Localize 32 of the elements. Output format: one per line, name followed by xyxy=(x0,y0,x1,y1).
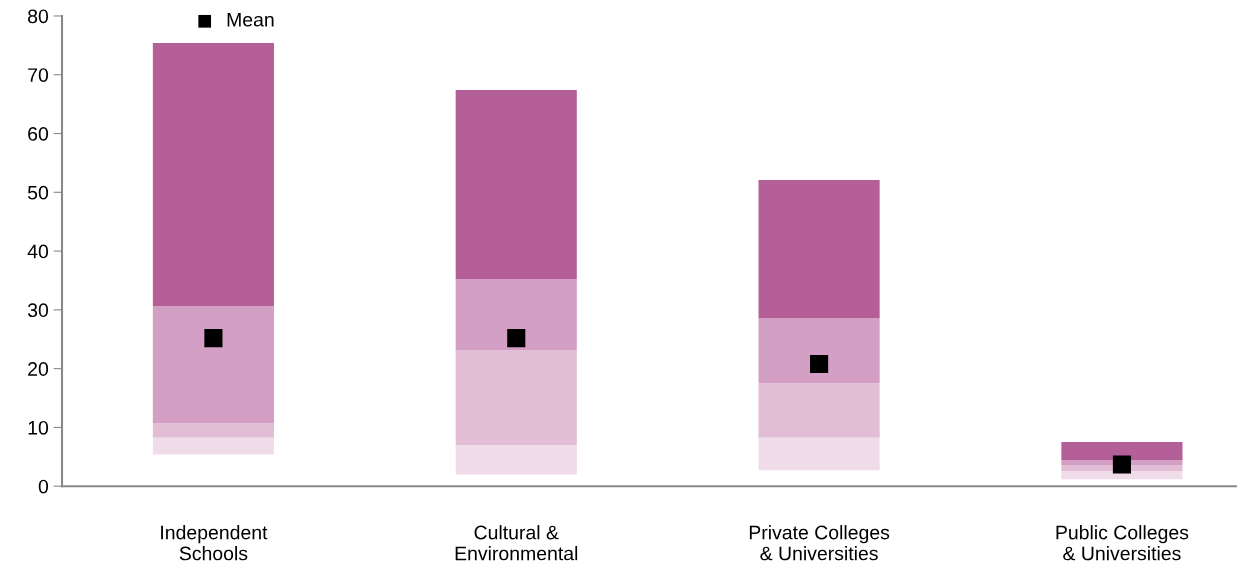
bar xyxy=(758,437,880,471)
bar xyxy=(455,350,577,446)
x-tick-label: Cultural & Environmental xyxy=(455,525,578,561)
bar xyxy=(152,423,274,438)
bar xyxy=(152,43,274,307)
bar xyxy=(455,445,577,475)
bar xyxy=(758,318,880,384)
y-tick-label: 0 xyxy=(38,479,49,494)
bar xyxy=(758,383,880,438)
y-tick-label: 70 xyxy=(28,68,49,82)
y-tick-label: 50 xyxy=(27,185,49,200)
point xyxy=(204,329,223,348)
x-tick-label: Independent Schools xyxy=(161,525,268,561)
x-tick-label: Private Colleges & Universities xyxy=(749,525,890,561)
x-tick-label: Public Colleges & Universities xyxy=(1056,525,1189,561)
bar xyxy=(1061,470,1183,480)
y-tick-label: 80 xyxy=(28,9,49,24)
y-tick-label: 30 xyxy=(27,303,49,318)
bar xyxy=(152,306,274,424)
bar xyxy=(455,90,577,280)
y-tick-label: 20 xyxy=(28,362,49,376)
bar xyxy=(455,279,577,351)
y-tick-label: 60 xyxy=(28,126,49,141)
bar xyxy=(758,179,880,319)
y-tick-label: 40 xyxy=(27,244,49,259)
point xyxy=(810,354,829,373)
point xyxy=(507,329,526,348)
legend-label: Mean xyxy=(227,13,274,27)
y-tick-label: 10 xyxy=(28,420,49,435)
point xyxy=(1112,455,1131,474)
bar xyxy=(1061,442,1183,461)
bar xyxy=(152,437,274,455)
